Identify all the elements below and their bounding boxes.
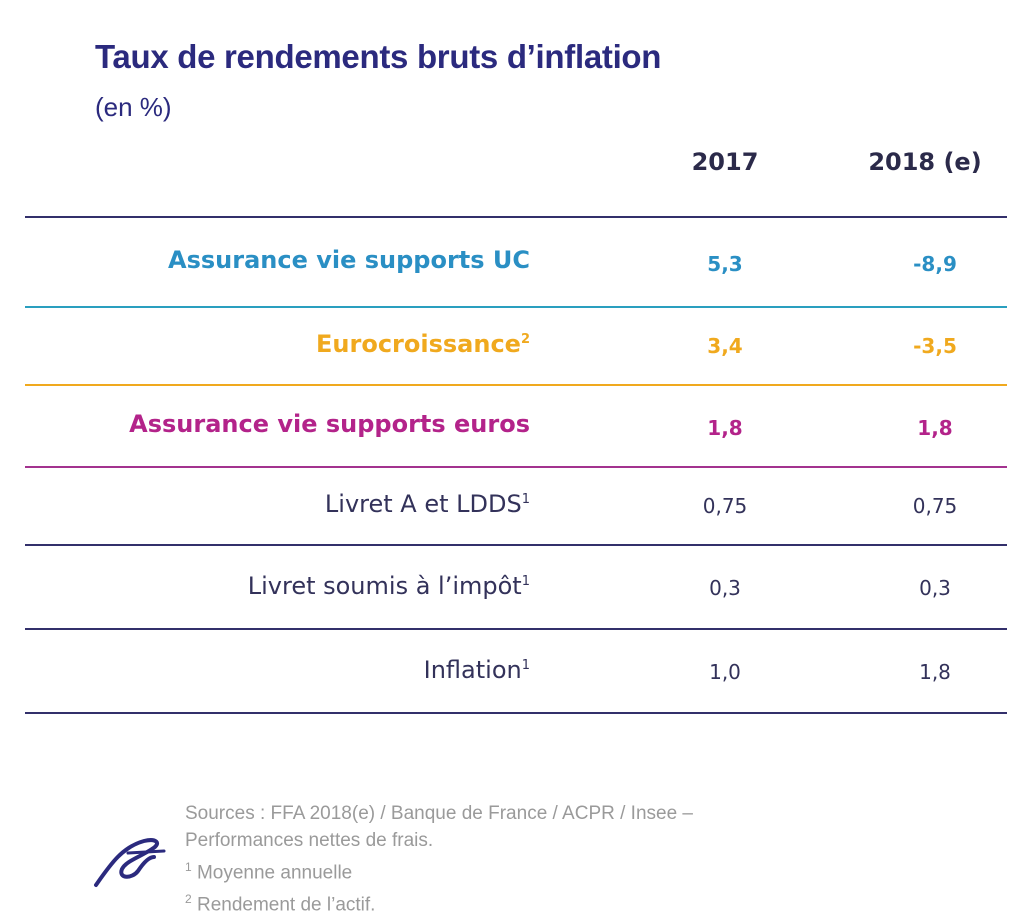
row-label: Eurocroissance2 (316, 330, 530, 358)
footnote-1: 1 Moyenne annuelle (185, 860, 353, 884)
table-row-eurocroissance: Eurocroissance2 3,4 -3,5 (25, 306, 1007, 386)
value-2017: 3,4 (707, 334, 743, 358)
table-row-livret-impot: Livret soumis à l’impôt1 0,3 0,3 (25, 544, 1007, 630)
value-2018: 1,8 (917, 416, 953, 440)
sources-line-2: Performances nettes de frais. (185, 830, 434, 851)
value-2017: 1,8 (707, 416, 743, 440)
value-2018: -8,9 (913, 252, 957, 276)
column-header-2018: 2018 (e) (868, 148, 982, 176)
column-header-2017: 2017 (691, 148, 759, 176)
row-label: Inflation1 (423, 656, 530, 684)
table-title: Taux de rendements bruts d’inflation (95, 38, 662, 75)
table-row-euros: Assurance vie supports euros 1,8 1,8 (25, 384, 1007, 468)
value-2018: -3,5 (913, 334, 957, 358)
table-bottom-rule (25, 712, 1007, 714)
row-label: Livret soumis à l’impôt1 (247, 572, 530, 600)
value-2018: 0,75 (912, 494, 958, 518)
row-label: Assurance vie supports UC (168, 246, 530, 274)
value-2017: 0,75 (702, 494, 748, 518)
row-label: Livret A et LDDS1 (324, 490, 530, 518)
sources-line-1: Sources : FFA 2018(e) / Banque de France… (185, 803, 693, 824)
row-label: Assurance vie supports euros (129, 410, 530, 438)
table-row-livret-a: Livret A et LDDS1 0,75 0,75 (25, 466, 1007, 546)
value-2018: 0,3 (919, 576, 951, 600)
footnote-2: 2 Rendement de l’actif. (185, 892, 376, 916)
table-subtitle: (en %) (95, 92, 172, 122)
value-2018: 1,8 (919, 660, 951, 684)
value-2017: 5,3 (707, 252, 743, 276)
table-row-uc: Assurance vie supports UC 5,3 -8,9 (25, 216, 1007, 308)
signature-logo-icon (94, 838, 166, 887)
value-2017: 1,0 (709, 660, 741, 684)
sources-note: Sources : FFA 2018(e) / Banque de France… (185, 800, 693, 919)
table-row-inflation: Inflation1 1,0 1,8 (25, 628, 1007, 714)
value-2017: 0,3 (709, 576, 741, 600)
